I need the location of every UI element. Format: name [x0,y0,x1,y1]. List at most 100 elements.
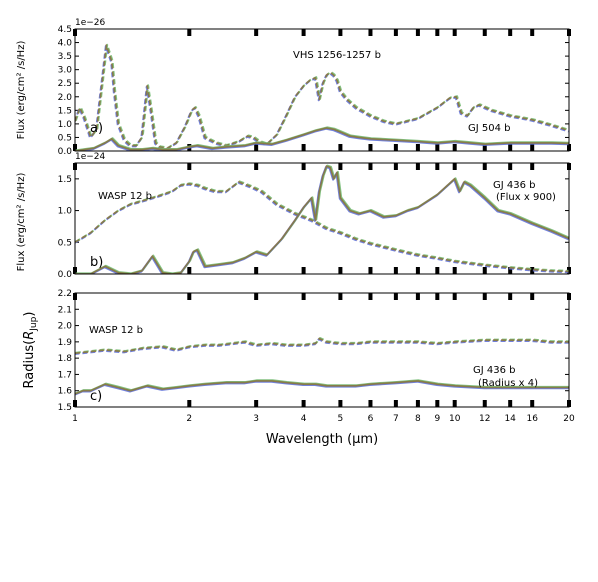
panel-a-multiplier: 1e−26 [75,18,106,28]
y-tick-label: 2.0 [58,322,73,332]
x-tick-top [338,293,343,300]
series-line-solid-overlap [75,165,569,274]
x-tick-bottom [338,400,343,407]
x-tick-top [435,293,440,300]
y-tick-label: 1.9 [58,338,73,348]
y-tick-label: 0.0 [58,270,73,280]
x-tick-bottom [393,144,398,151]
x-tick-bottom [415,267,420,274]
y-tick-label: 1.5 [58,106,72,116]
x-tick-bottom [508,267,513,274]
x-tick-label: 7 [393,414,399,424]
annotation-gj436-b: GJ 436 b [493,180,536,191]
x-tick-top [254,293,259,300]
y-tick-label: 2.0 [58,93,73,103]
x-tick-top [482,29,487,36]
annotation-flux-scale: (Flux x 900) [496,192,556,203]
x-tick-bottom [452,400,457,407]
y-tick-label: 0.0 [58,147,73,157]
x-tick-bottom [338,267,343,274]
x-tick-top [415,163,420,170]
y-tick-label: 2.2 [58,289,72,299]
x-tick-bottom [368,144,373,151]
panel-b-frame [74,162,570,275]
x-tick-top [452,163,457,170]
x-tick-label: 2 [186,414,192,424]
x-tick-bottom [368,267,373,274]
series-line-solid-overlap [75,127,569,151]
x-tick-bottom [301,144,306,151]
series-line-dashed-overlap [75,337,569,355]
x-tick-bottom [530,144,535,151]
x-tick-label: 12 [479,414,490,424]
x-tick-bottom [530,267,535,274]
x-tick-bottom [368,400,373,407]
x-tick-top [301,293,306,300]
x-tick-label: 4 [301,414,307,424]
x-tick-top [254,163,259,170]
x-tick-bottom [254,267,259,274]
x-tick-top [415,293,420,300]
annotation-wasp12-c: WASP 12 b [89,325,143,336]
x-tick-top [482,163,487,170]
x-tick-label: 6 [368,414,374,424]
x-tick-top [301,163,306,170]
x-tick-label: 8 [415,414,421,424]
series-line-dashed-overlap [75,44,569,150]
panel-a-data [75,43,569,151]
series-line-dashed-overlap [75,181,569,273]
x-tick-label: 5 [338,414,344,424]
panel-c-ylabel: Radius(RJup) [22,312,39,389]
y-tick-label: 2.5 [58,79,72,89]
y-tick-label: 1.7 [58,370,72,380]
x-tick-top [368,29,373,36]
panel-a-frame [74,28,570,152]
x-tick-top [530,29,535,36]
x-tick-label: 3 [253,414,259,424]
x-tick-label: 20 [563,414,575,424]
panel-a-ylabel: Flux (erg/cm² /s/Hz) [16,41,27,140]
annotation-radius-scale: (Radius x 4) [478,378,538,389]
x-tick-bottom [482,400,487,407]
annotation-gj436-c: GJ 436 b [473,365,516,376]
series-line-solid-2 [75,380,569,396]
panel-a: 1e−26 0.0 0.5 1.0 1.5 2.0 2.5 3.0 3.5 4.0 4.5 VHS… [16,18,571,157]
x-tick-labels: 1 2 3 4 5 6 7 8 9 10 12 14 16 20 [72,414,575,424]
series-line-dashed-1 [75,43,569,149]
x-tick-bottom [187,267,192,274]
annotation-gj504: GJ 504 b [468,123,511,134]
y-tick-label: 0.5 [58,238,72,248]
x-tick-bottom [393,400,398,407]
y-tick-label: 4.0 [58,39,73,49]
x-tick-top [393,293,398,300]
panel-c-letter: c) [90,389,102,404]
x-tick-bottom [482,267,487,274]
annotation-vhs: VHS 1256-1257 b [293,50,381,61]
panel-b-ylabel: Flux (erg/cm² /s/Hz) [16,173,27,272]
x-tick-bottom [254,144,259,151]
x-tick-bottom [415,144,420,151]
panel-b-multiplier: 1e−24 [75,152,106,162]
x-tick-bottom [508,144,513,151]
panel-a-letter: a) [90,121,103,136]
x-tick-top [530,163,535,170]
y-tick-label: 1.5 [58,403,72,413]
x-tick-top [187,163,192,170]
x-tick-top [435,29,440,36]
x-axis-label: Wavelength (μm) [266,432,378,447]
x-tick-top [452,293,457,300]
x-tick-bottom [301,267,306,274]
panel-c-data [75,337,569,396]
x-tick-top [452,29,457,36]
x-tick-top [301,29,306,36]
y-tick-label: 1.0 [58,207,73,217]
series-line-dashed-2 [75,45,569,151]
x-tick-top [187,293,192,300]
x-tick-top [254,29,259,36]
y-tick-label: 2.1 [58,305,72,315]
y-tick-label: 1.6 [58,387,73,397]
x-tick-top [508,293,513,300]
x-tick-top [482,293,487,300]
series-line-solid-overlap [75,380,569,395]
x-tick-label: 9 [434,414,440,424]
